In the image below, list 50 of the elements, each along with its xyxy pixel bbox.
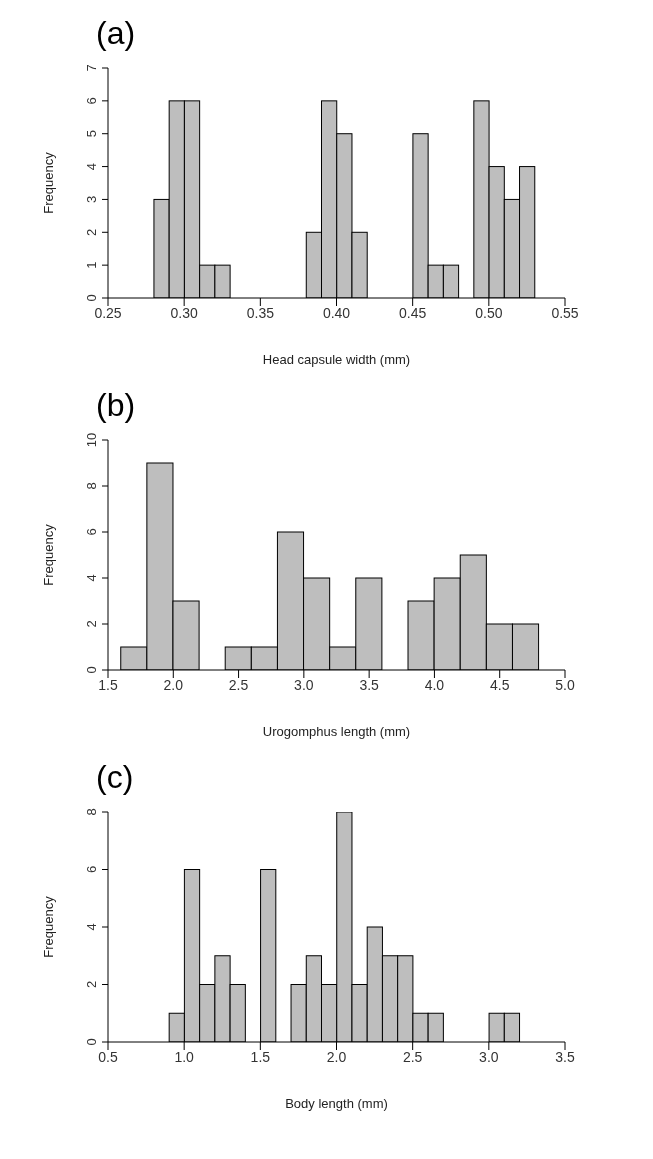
x-tick-label: 0.55: [551, 304, 579, 321]
x-axis-title: Body length (mm): [285, 1096, 388, 1111]
y-tick-label: 0: [84, 1038, 99, 1046]
y-tick-label: 3: [84, 195, 99, 204]
x-tick-label: 0.25: [94, 304, 122, 321]
x-tick-label: 3.5: [555, 1048, 575, 1065]
x-tick-label: 0.5: [98, 1048, 118, 1065]
y-tick-label: 0: [84, 666, 99, 674]
y-axis-title: Frequency: [40, 895, 56, 958]
x-tick-label: 5.0: [555, 676, 575, 693]
y-tick-label: 6: [84, 528, 99, 536]
chart-title: (a): [95, 14, 137, 53]
y-tick-label: 8: [84, 482, 99, 490]
y-tick-label: 0: [84, 294, 99, 302]
x-tick-label: 1.5: [250, 1048, 271, 1065]
y-axis-title: Frequency: [40, 523, 56, 586]
y-tick-label: 2: [84, 228, 99, 236]
y-tick-label: 6: [84, 97, 99, 105]
y-tick-label: 1: [84, 261, 99, 269]
x-tick-label: 1.0: [174, 1048, 195, 1065]
x-tick-label: 4.5: [489, 676, 510, 693]
y-tick-label: 4: [84, 162, 99, 171]
x-tick-label: 3.0: [479, 1048, 499, 1065]
x-tick-label: 2.0: [163, 676, 184, 693]
x-tick-label: 3.0: [294, 676, 314, 693]
x-tick-label: 0.40: [322, 304, 351, 321]
chart-title: (b): [95, 386, 137, 425]
x-tick-label: 0.50: [475, 304, 503, 321]
y-tick-label: 4: [84, 923, 99, 931]
x-tick-label: 0.30: [170, 304, 198, 321]
y-axis-title: Frequency: [40, 151, 56, 214]
y-tick-label: 5: [84, 130, 99, 138]
y-tick-label: 8: [84, 808, 99, 816]
y-tick-label: 6: [84, 865, 99, 874]
y-tick-label: 2: [84, 620, 99, 628]
y-tick-label: 7: [84, 64, 99, 72]
x-axis-title: Head capsule width (mm): [262, 352, 411, 367]
x-tick-label: 1.5: [98, 676, 118, 693]
x-tick-label: 3.5: [359, 676, 380, 693]
chart-title: (c): [95, 758, 135, 797]
y-tick-label: 2: [84, 980, 99, 989]
x-tick-label: 0.45: [399, 304, 427, 321]
y-tick-label: 10: [84, 432, 99, 448]
x-tick-label: 0.35: [246, 304, 275, 321]
x-tick-label: 4.0: [424, 676, 445, 693]
y-tick-label: 4: [84, 574, 99, 582]
x-tick-label: 2.5: [228, 676, 249, 693]
x-tick-label: 2.0: [326, 1048, 347, 1065]
x-axis-title: Urogomphus length (mm): [262, 724, 411, 739]
x-tick-label: 2.5: [402, 1048, 423, 1065]
